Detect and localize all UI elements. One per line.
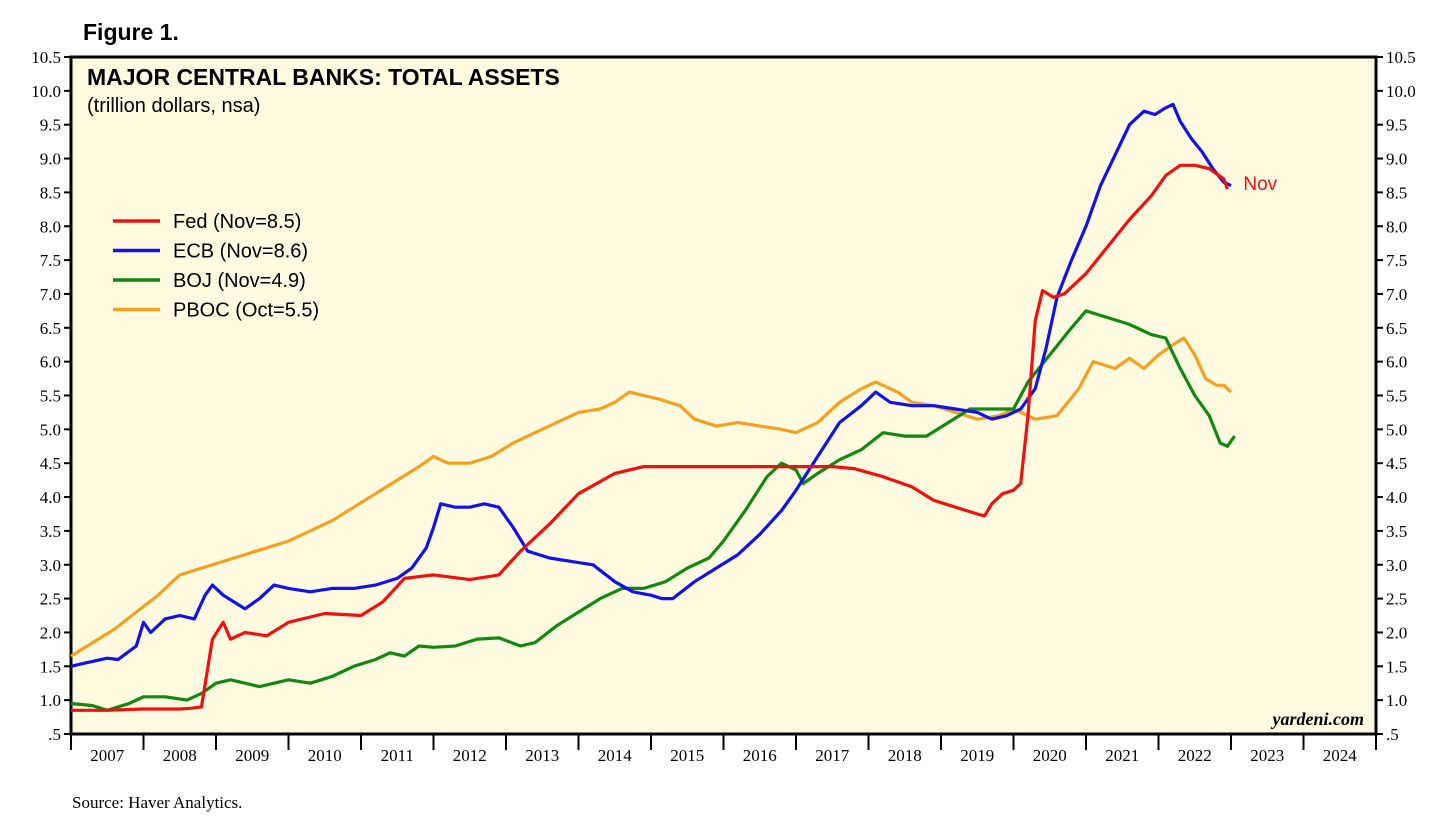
x-tick-label: 2008	[163, 746, 197, 765]
series-lines: Nov	[70, 102, 1278, 712]
x-tick-label: 2020	[1033, 746, 1067, 765]
x-tick-label: 2007	[90, 746, 125, 765]
annotation-nov: Nov	[1243, 174, 1277, 195]
x-tick-label: 2021	[1105, 746, 1139, 765]
y-tick-label-left: 1.0	[40, 691, 61, 710]
x-tick-label: 2014	[598, 746, 633, 765]
y-tick-label-right: 9.5	[1386, 116, 1407, 135]
x-tick-label: 2018	[888, 746, 922, 765]
x-tick-label: 2016	[743, 746, 777, 765]
y-tick-label-left: 2.5	[40, 590, 61, 609]
series-line-ecb	[70, 102, 1232, 668]
chart-title: MAJOR CENTRAL BANKS: TOTAL ASSETS	[87, 64, 560, 90]
x-tick-label: 2015	[670, 746, 704, 765]
y-tick-label-left: .5	[48, 725, 61, 744]
legend-label-boj: BOJ (Nov=4.9)	[173, 270, 306, 292]
legend-label-pboc: PBOC (Oct=5.5)	[173, 300, 319, 322]
y-tick-label-left: 9.5	[40, 116, 61, 135]
series-line-boj	[70, 309, 1236, 712]
y-tick-label-left: 6.0	[40, 353, 61, 372]
y-tick-label-left: 4.5	[40, 454, 61, 473]
y-axis-left: .5 1.0 1.5 2.0 2.5 3.0 3.5 4.0 4.5 5.0 5.5 6.0 6.5 7.…	[31, 48, 71, 744]
x-tick-label: 2011	[381, 746, 414, 765]
series-line-pboc	[70, 336, 1233, 658]
y-tick-label-left: 7.5	[40, 251, 61, 270]
x-tick-label: 2010	[308, 746, 342, 765]
y-axis-right: .5 1.0 1.5 2.0 2.5 3.0 3.5 4.0 4.5 5.0 5.5 6.0 6.5 7.…	[1376, 48, 1416, 744]
y-tick-label-right: 4.5	[1386, 454, 1407, 473]
y-tick-label-right: 1.5	[1386, 657, 1407, 676]
plot-area	[69, 55, 1378, 736]
y-tick-label-right: 4.0	[1386, 488, 1407, 507]
x-tick-label: 2017	[815, 746, 850, 765]
y-tick-label-left: 1.5	[40, 657, 61, 676]
watermark: yardeni.com	[1271, 709, 1365, 729]
y-tick-label-left: 10.0	[31, 82, 61, 101]
y-tick-label-right: 2.5	[1386, 590, 1407, 609]
legend: Fed (Nov=8.5) ECB (Nov=8.6) BOJ (Nov=4.9) P…	[113, 211, 319, 322]
y-tick-label-left: 3.5	[40, 522, 61, 541]
x-tick-label: 2023	[1250, 746, 1284, 765]
y-tick-label-right: 5.5	[1386, 387, 1407, 406]
y-tick-label-right: 9.0	[1386, 150, 1407, 169]
x-tick-label: 2024	[1323, 746, 1358, 765]
y-tick-label-right: 7.5	[1386, 251, 1407, 270]
y-tick-label-left: 5.5	[40, 387, 61, 406]
y-tick-label-left: 9.0	[40, 150, 61, 169]
y-tick-label-right: 7.0	[1386, 285, 1407, 304]
x-tick-label: 2019	[960, 746, 994, 765]
y-tick-label-right: 8.0	[1386, 217, 1407, 236]
y-tick-label-right: 3.0	[1386, 556, 1407, 575]
y-tick-label-left: 8.0	[40, 217, 61, 236]
y-tick-label-left: 4.0	[40, 488, 61, 507]
y-tick-label-right: 10.5	[1386, 48, 1416, 67]
chart-subtitle: (trillion dollars, nsa)	[87, 95, 260, 117]
y-tick-label-left: 7.0	[40, 285, 61, 304]
source-note: Source: Haver Analytics.	[72, 793, 242, 812]
y-tick-label-left: 6.5	[40, 319, 61, 338]
y-tick-label-right: 8.5	[1386, 183, 1407, 202]
series-line-fed	[71, 163, 1229, 712]
x-tick-label: 2022	[1178, 746, 1212, 765]
x-tick-label: 2012	[453, 746, 487, 765]
y-tick-label-left: 5.0	[40, 420, 61, 439]
y-tick-label-left: 2.0	[40, 623, 61, 642]
x-axis: 2007 2008 2009 2010 2011 2012 2013 2014 2015 2016…	[70, 734, 1377, 765]
y-tick-label-right: 6.5	[1386, 319, 1407, 338]
y-tick-label-right: 6.0	[1386, 353, 1407, 372]
y-tick-label-right: .5	[1386, 725, 1399, 744]
y-tick-label-left: 10.5	[31, 48, 61, 67]
legend-label-fed: Fed (Nov=8.5)	[173, 211, 301, 233]
x-tick-label: 2009	[235, 746, 269, 765]
y-tick-label-left: 8.5	[40, 183, 61, 202]
y-tick-label-right: 3.5	[1386, 522, 1407, 541]
y-tick-label-right: 10.0	[1386, 82, 1416, 101]
legend-label-ecb: ECB (Nov=8.6)	[173, 241, 308, 263]
y-tick-label-left: 3.0	[40, 556, 61, 575]
figure-label: Figure 1.	[83, 19, 179, 45]
y-tick-label-right: 1.0	[1386, 691, 1407, 710]
y-tick-label-right: 5.0	[1386, 420, 1407, 439]
x-tick-label: 2013	[525, 746, 559, 765]
y-tick-label-right: 2.0	[1386, 623, 1407, 642]
